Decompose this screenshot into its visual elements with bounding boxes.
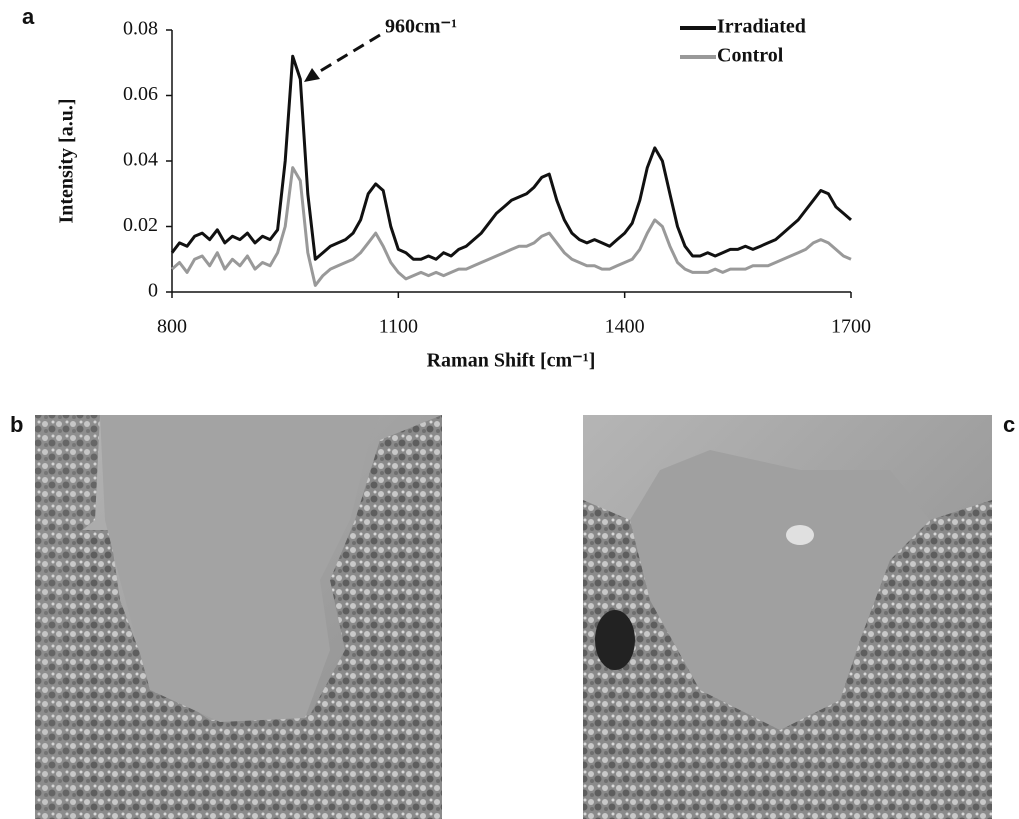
panel-label: a [22,4,35,29]
panel-label: b [10,412,23,437]
series-line [171,166,852,287]
x-tick-label: 1400 [605,316,645,338]
annotation: 960cm⁻¹ [385,16,457,38]
y-tick-label: 0 [148,280,158,302]
y-tick-label: 0.04 [123,149,158,171]
sem-image-c [583,415,992,819]
y-tick-label: 0.08 [123,18,158,40]
x-tick-label: 1700 [831,316,871,338]
annotation-arrow [311,33,381,78]
x-tick-label: 1100 [379,316,418,338]
series-line [170,54,852,261]
y-tick-label: 0.06 [123,83,158,105]
arrow-head [304,68,320,82]
y-tick-label: 0.02 [123,214,158,236]
legend-label: Irradiated [717,16,806,38]
sem-image-b [35,415,442,819]
legend-label: Control [717,45,784,67]
panel-label: c [1003,412,1015,437]
x-axis-label: Raman Shift [cm⁻¹] [427,350,596,372]
x-tick-label: 800 [157,316,187,338]
y-axis-label: Intensity [a.u.] [56,98,78,223]
